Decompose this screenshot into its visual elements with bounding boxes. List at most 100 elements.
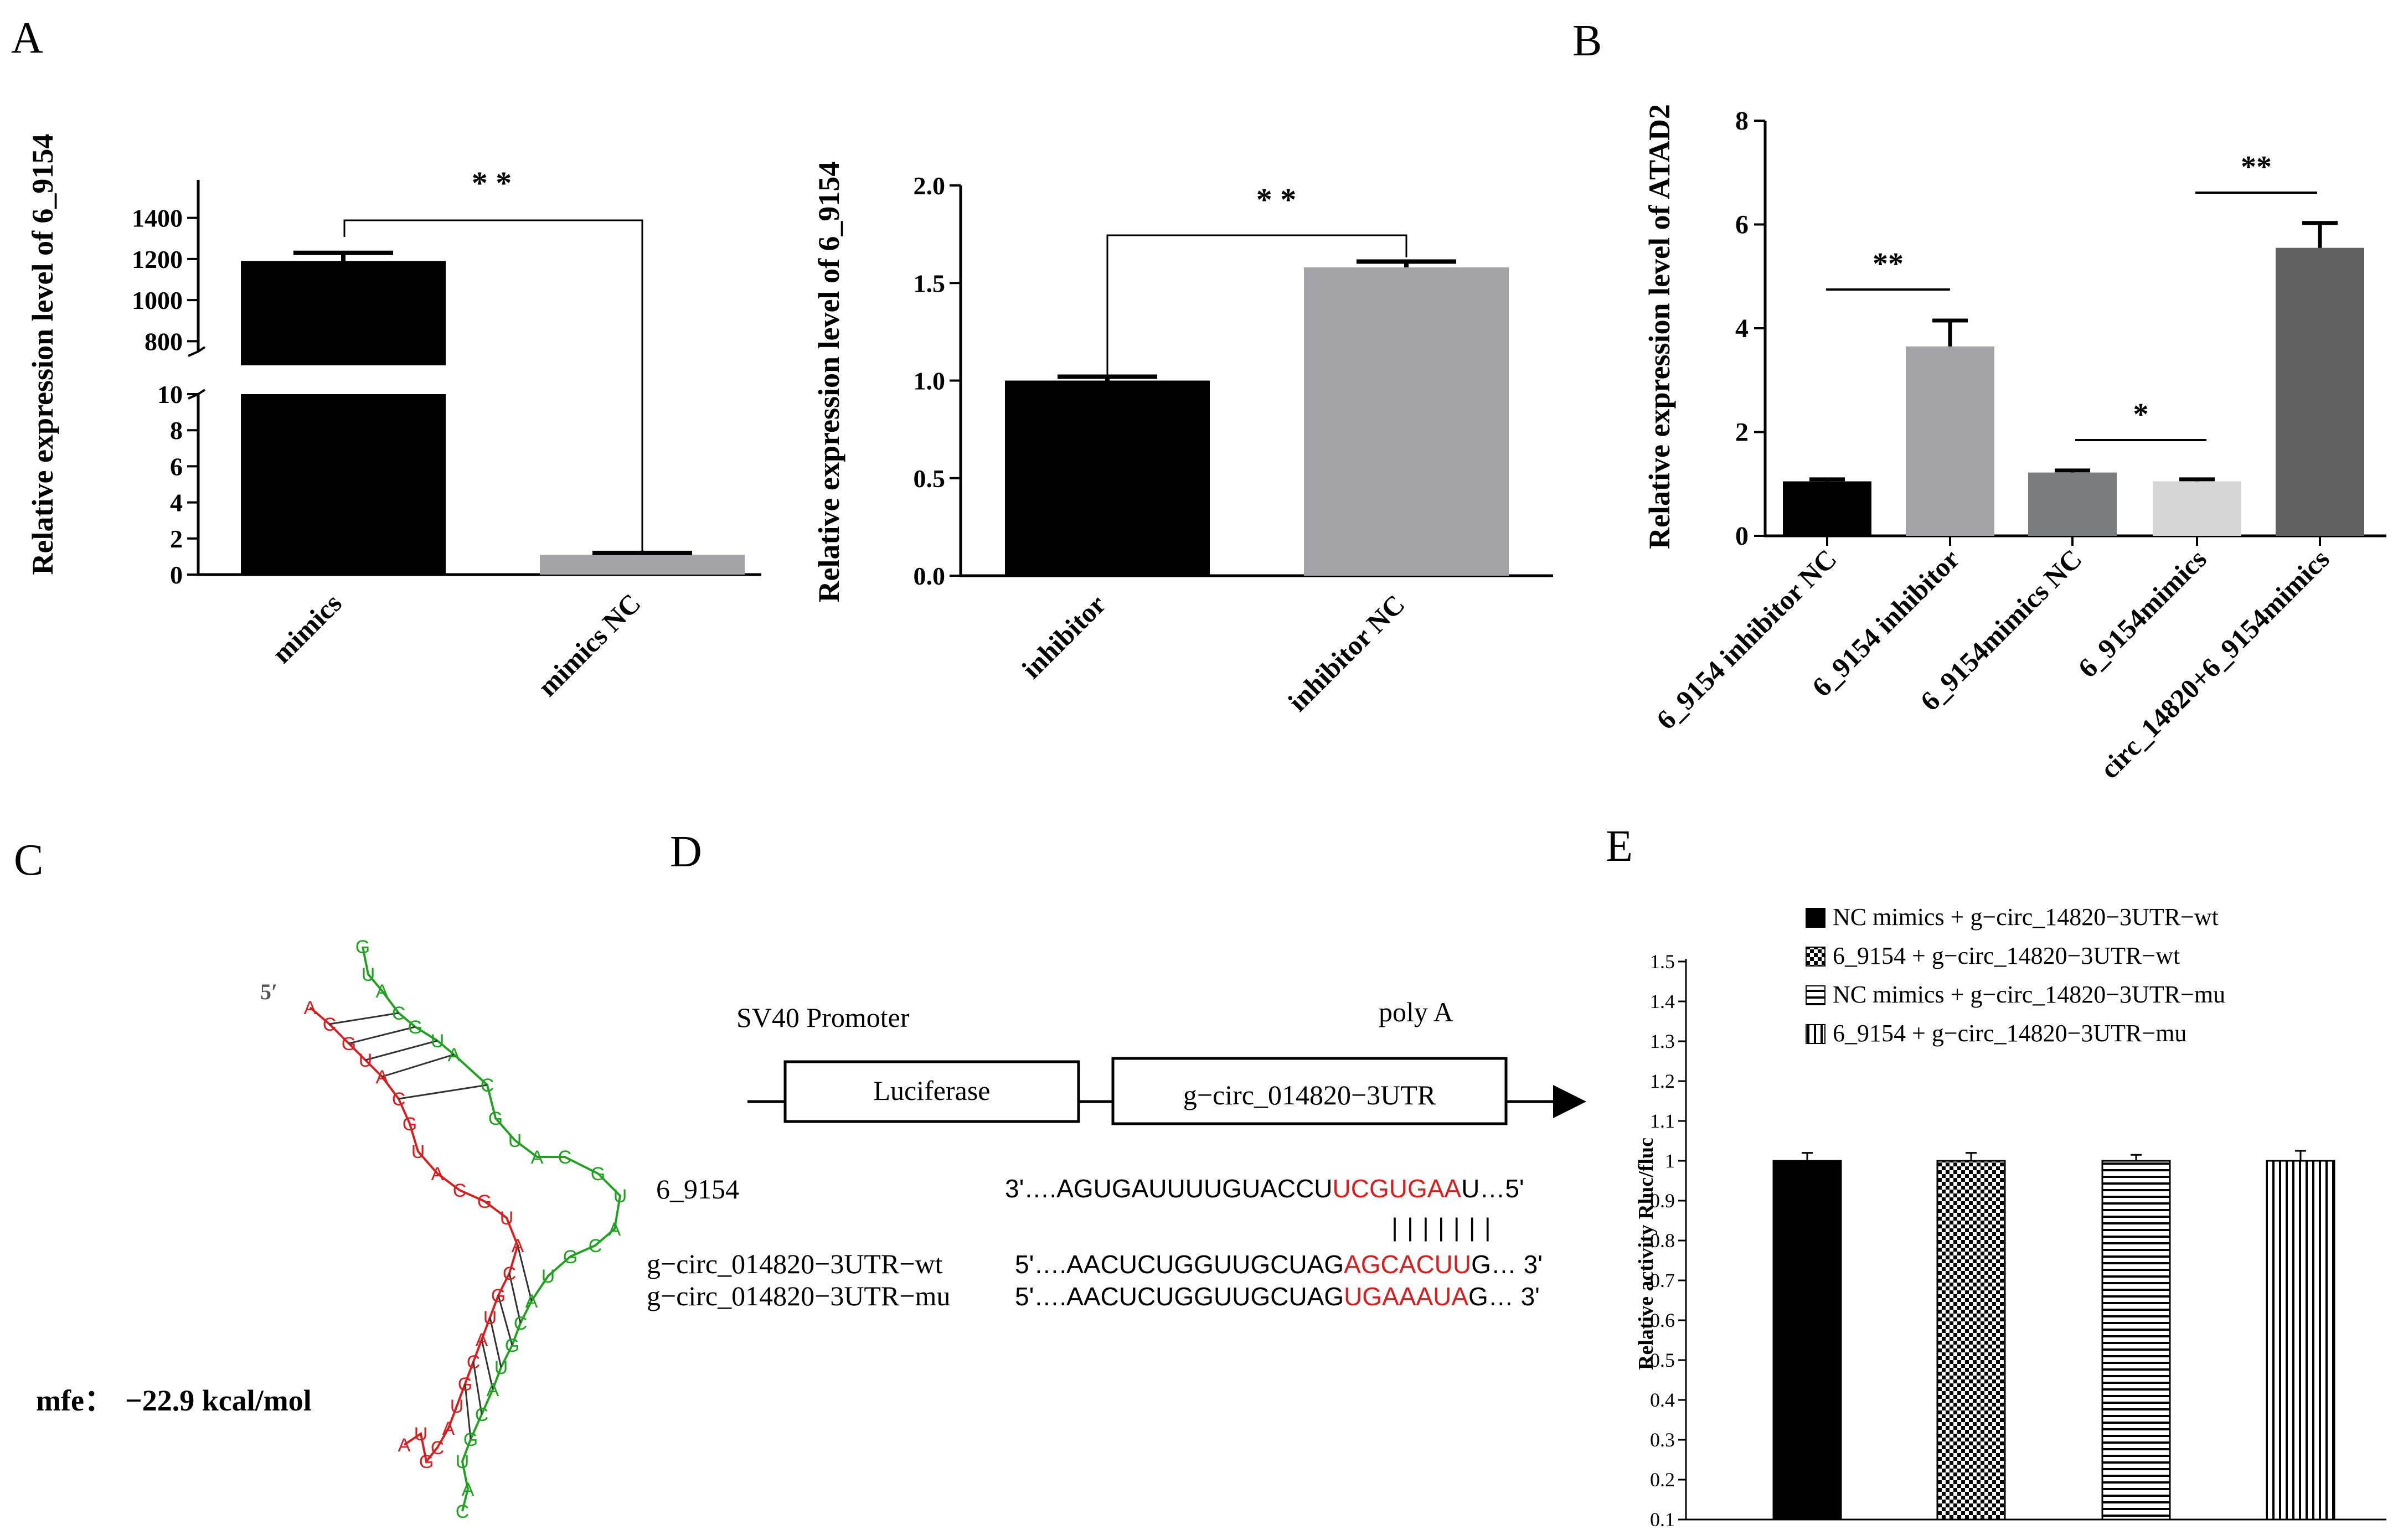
- utr-box: [1111, 1057, 1508, 1125]
- five-prime-label: 5′: [260, 979, 277, 1004]
- significance-label: * *: [1256, 182, 1297, 218]
- legend-label: 6_9154 + g−circ_14820−3UTR−wt: [1833, 942, 2180, 969]
- seed-pairing: |||||||: [1391, 1213, 1500, 1242]
- tick-label: 1: [1665, 1150, 1675, 1172]
- base-pair-link: [472, 1361, 483, 1415]
- panel-label-e: E: [1606, 822, 1633, 871]
- bar-lower-segment: [241, 394, 446, 575]
- tick-label: 1.0: [914, 367, 946, 395]
- nucleotide: U: [508, 1130, 522, 1151]
- nucleotide: U: [613, 1186, 627, 1207]
- bar: [2028, 472, 2117, 536]
- nucleotide: A: [462, 1479, 475, 1500]
- nucleotide: A: [448, 1045, 461, 1066]
- significance-label: **: [2241, 150, 2272, 184]
- tick-label: 1.3: [1650, 1030, 1675, 1052]
- bar: [1005, 380, 1210, 576]
- nucleotide: A: [608, 1219, 621, 1240]
- nucleotide: C: [323, 1014, 337, 1035]
- bar: [2276, 247, 2364, 536]
- nucleotide: G: [463, 1429, 478, 1450]
- tick-label: 0.1: [1650, 1508, 1675, 1531]
- base-pair-link: [464, 1383, 472, 1440]
- wt-sequence: 5'….AACUCUGGUUGCUAGAGCACUUG… 3': [1015, 1250, 1543, 1279]
- nucleotide: U: [542, 1266, 555, 1287]
- bar: [540, 555, 745, 575]
- mirna-name: 6_9154: [656, 1174, 739, 1205]
- base-pair-link: [508, 1273, 522, 1324]
- nucleotide: G: [458, 1374, 472, 1395]
- bars: [241, 250, 745, 575]
- nucleotide: G: [505, 1335, 519, 1356]
- legend-swatch: [1806, 908, 1825, 928]
- luciferase-box: [783, 1060, 1080, 1123]
- significance-label: **: [1873, 247, 1904, 281]
- base-pair-link: [348, 1026, 416, 1045]
- tick-label: 0.6: [1650, 1309, 1675, 1331]
- tick-label: 0.2: [1650, 1469, 1675, 1491]
- base-pair-link: [517, 1245, 533, 1301]
- y-axis-label: Relative expression level of 6_9154: [812, 162, 845, 603]
- chart-a-mimics: Relative expression level of 6_9154 0 2 4 6…: [26, 134, 761, 702]
- axis-break-mark: [188, 346, 206, 357]
- tick-label: 800: [145, 327, 183, 355]
- significance-label: *: [2133, 397, 2149, 432]
- category-label: 6_9154mimics: [2072, 543, 2213, 684]
- legend-swatch: [1806, 947, 1825, 967]
- nucleotide: G: [488, 1108, 503, 1129]
- tick-label: 8: [1735, 106, 1749, 136]
- utr-label: g−circ_014820−3UTR: [1183, 1079, 1436, 1110]
- chart-a-inhibitor: Relative expression level of 6_9154 0.00…: [812, 162, 1553, 717]
- nucleotide: C: [514, 1313, 528, 1334]
- nucleotide: U: [414, 1424, 428, 1445]
- nucleotide: C: [558, 1147, 572, 1168]
- mu-name: g−circ_014820−3UTR−mu: [647, 1280, 950, 1311]
- green-backbone: [362, 946, 622, 1512]
- nucleotide: U: [494, 1357, 508, 1378]
- panel-label-d: D: [670, 828, 702, 876]
- tick-label: 1.1: [1650, 1110, 1675, 1132]
- tick-label: 0.3: [1650, 1429, 1675, 1451]
- bars: [1005, 259, 1509, 576]
- nucleotide: A: [525, 1291, 538, 1312]
- base-pair-link: [365, 1040, 438, 1061]
- category-label: inhibitor NC: [1282, 588, 1410, 717]
- nucleotide: C: [503, 1263, 517, 1284]
- nucleotide: C: [392, 1003, 406, 1024]
- nucleotide: G: [419, 1451, 434, 1472]
- tick-label: 2: [1735, 418, 1749, 447]
- chart-b-atad2: Relative expression level of ATAD2 0 2 4 6 8…: [1643, 104, 2386, 784]
- tick-label: 1.2: [1650, 1070, 1675, 1092]
- nucleotide: U: [431, 1031, 445, 1052]
- nucleotide: G: [403, 1114, 417, 1135]
- y-axis-label: Relative expression level of 6_9154: [26, 134, 59, 575]
- nucleotide: C: [392, 1089, 406, 1110]
- bar: [1936, 1160, 2006, 1521]
- legend-label: NC mimics + g−circ_14820−3UTR−mu: [1833, 981, 2225, 1008]
- luciferase-construct: SV40 Promoter poly A Luciferase g−circ_0…: [647, 996, 1586, 1311]
- tick-label: 0.7: [1650, 1269, 1675, 1291]
- nucleotide: C: [475, 1404, 489, 1425]
- tick-labels: 0.0 0.5 1.0 1.5 2.0: [914, 172, 961, 590]
- bars: [1783, 221, 2364, 536]
- base-pair-link: [329, 1012, 399, 1025]
- nucleotide: G: [563, 1247, 577, 1268]
- promoter-label: SV40 Promoter: [736, 1002, 910, 1033]
- category-label: mimics: [266, 587, 348, 669]
- tick-label: 0.0: [914, 562, 946, 590]
- tick-label: 0: [170, 561, 183, 589]
- mirna-sequence: 3'….AGUGAUUUUGUACCUUCGUGAAU…5': [1005, 1174, 1524, 1203]
- mu-sequence: 5'….AACUCUGGUUGCUAGUGAAAUAG… 3': [1015, 1282, 1540, 1311]
- y-axis-label: Relative activity Rluc/fluc: [1634, 1138, 1658, 1370]
- nucleotide: A: [442, 1418, 455, 1439]
- tick-label: 8: [170, 416, 183, 445]
- tick-label: 1.4: [1650, 990, 1675, 1012]
- legend-swatch: [1806, 985, 1825, 1005]
- tick-label: 1000: [132, 286, 183, 314]
- significance-bracket: * *: [1106, 182, 1407, 376]
- nucleotide: U: [456, 1451, 470, 1472]
- significance-label: * *: [472, 165, 512, 201]
- panel-label-a: A: [11, 14, 43, 63]
- tick-label: 0.8: [1650, 1229, 1675, 1252]
